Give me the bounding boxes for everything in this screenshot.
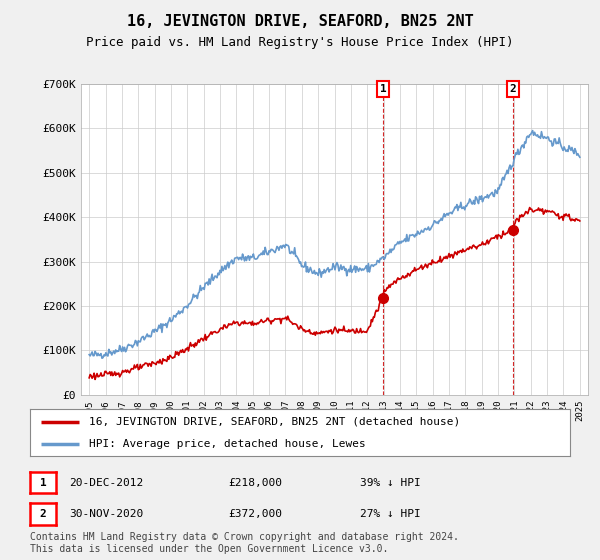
- Text: 20-DEC-2012: 20-DEC-2012: [69, 478, 143, 488]
- Text: 30-NOV-2020: 30-NOV-2020: [69, 509, 143, 519]
- Text: 39% ↓ HPI: 39% ↓ HPI: [360, 478, 421, 488]
- Text: 2: 2: [40, 509, 47, 519]
- Text: £372,000: £372,000: [228, 509, 282, 519]
- Text: This data is licensed under the Open Government Licence v3.0.: This data is licensed under the Open Gov…: [30, 544, 388, 554]
- Text: 27% ↓ HPI: 27% ↓ HPI: [360, 509, 421, 519]
- Text: 2: 2: [510, 84, 517, 94]
- Text: HPI: Average price, detached house, Lewes: HPI: Average price, detached house, Lewe…: [89, 438, 366, 449]
- Text: £218,000: £218,000: [228, 478, 282, 488]
- Text: 1: 1: [380, 84, 386, 94]
- Text: 1: 1: [40, 478, 47, 488]
- Text: 16, JEVINGTON DRIVE, SEAFORD, BN25 2NT (detached house): 16, JEVINGTON DRIVE, SEAFORD, BN25 2NT (…: [89, 417, 461, 427]
- Text: Price paid vs. HM Land Registry's House Price Index (HPI): Price paid vs. HM Land Registry's House …: [86, 36, 514, 49]
- Text: 16, JEVINGTON DRIVE, SEAFORD, BN25 2NT: 16, JEVINGTON DRIVE, SEAFORD, BN25 2NT: [127, 14, 473, 29]
- Text: Contains HM Land Registry data © Crown copyright and database right 2024.: Contains HM Land Registry data © Crown c…: [30, 532, 459, 542]
